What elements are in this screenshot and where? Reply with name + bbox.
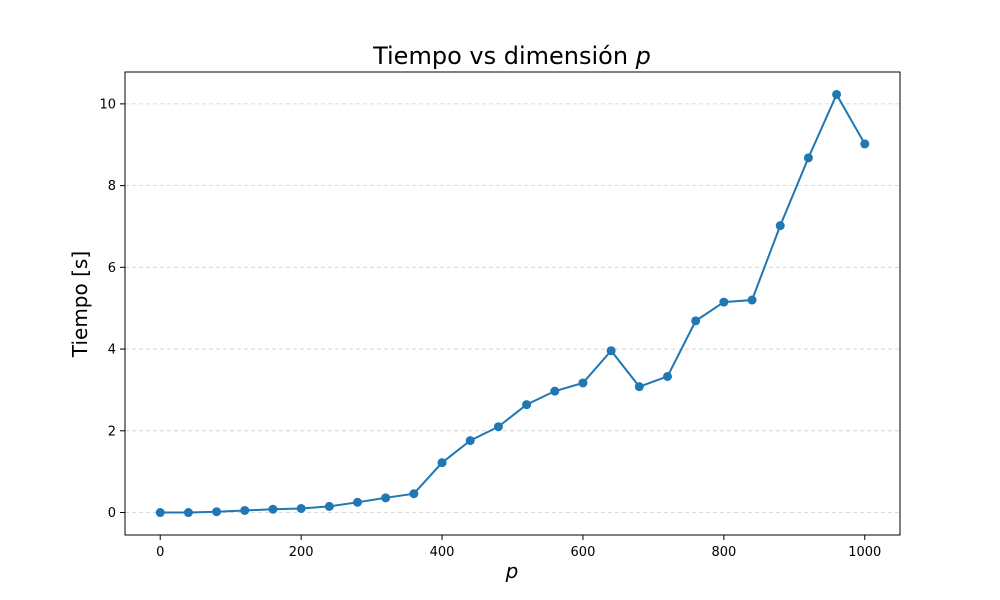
data-point	[832, 89, 842, 99]
data-point	[296, 503, 306, 513]
data-point	[409, 489, 419, 499]
data-point	[353, 497, 362, 507]
x-tick-label: 1000	[848, 545, 881, 560]
data-point	[437, 458, 447, 468]
data-point	[550, 386, 560, 396]
data-point	[634, 382, 644, 392]
data-point	[719, 297, 729, 307]
x-tick-label: 800	[711, 545, 736, 560]
data-point	[240, 505, 250, 515]
plot-frame	[124, 71, 901, 536]
data-point	[663, 371, 672, 381]
y-tick-label: 6	[108, 261, 116, 276]
data-point	[381, 493, 391, 503]
series-line	[160, 92, 866, 514]
data-point	[578, 378, 588, 388]
data-point	[493, 422, 503, 432]
data-point	[860, 139, 870, 149]
x-tick-label: 200	[289, 545, 314, 560]
data-point	[747, 295, 757, 305]
data-point	[803, 153, 813, 163]
x-axis-label: p	[505, 559, 519, 583]
data-point	[606, 346, 616, 356]
data-point	[155, 508, 165, 518]
chart-title-text: Tiempo vs dimensión	[372, 42, 636, 70]
axis-ticks: 0 2 4 6 8 10 0 200 400 600 800 1000	[99, 97, 881, 560]
y-tick-label: 4	[108, 343, 116, 358]
data-point	[465, 436, 475, 446]
data-point	[183, 508, 193, 518]
data-point	[212, 507, 222, 517]
y-tick-label: 8	[108, 179, 116, 194]
y-tick-label: 10	[99, 97, 116, 112]
y-tick-label: 2	[108, 424, 116, 439]
x-tick-label: 400	[430, 545, 455, 560]
series-layer	[155, 89, 870, 518]
grid	[125, 103, 900, 513]
x-tick-label: 600	[571, 545, 596, 560]
data-point	[775, 221, 785, 231]
y-tick-label: 0	[108, 506, 116, 521]
chart-title-variable: p	[635, 42, 651, 70]
y-axis-label: Tiempo [s]	[68, 251, 92, 358]
data-point	[522, 400, 532, 410]
data-point	[691, 316, 701, 326]
chart-title: Tiempo vs dimensión p	[372, 42, 651, 70]
data-point	[268, 504, 278, 514]
x-tick-label: 0	[156, 545, 164, 560]
data-point	[324, 501, 334, 511]
